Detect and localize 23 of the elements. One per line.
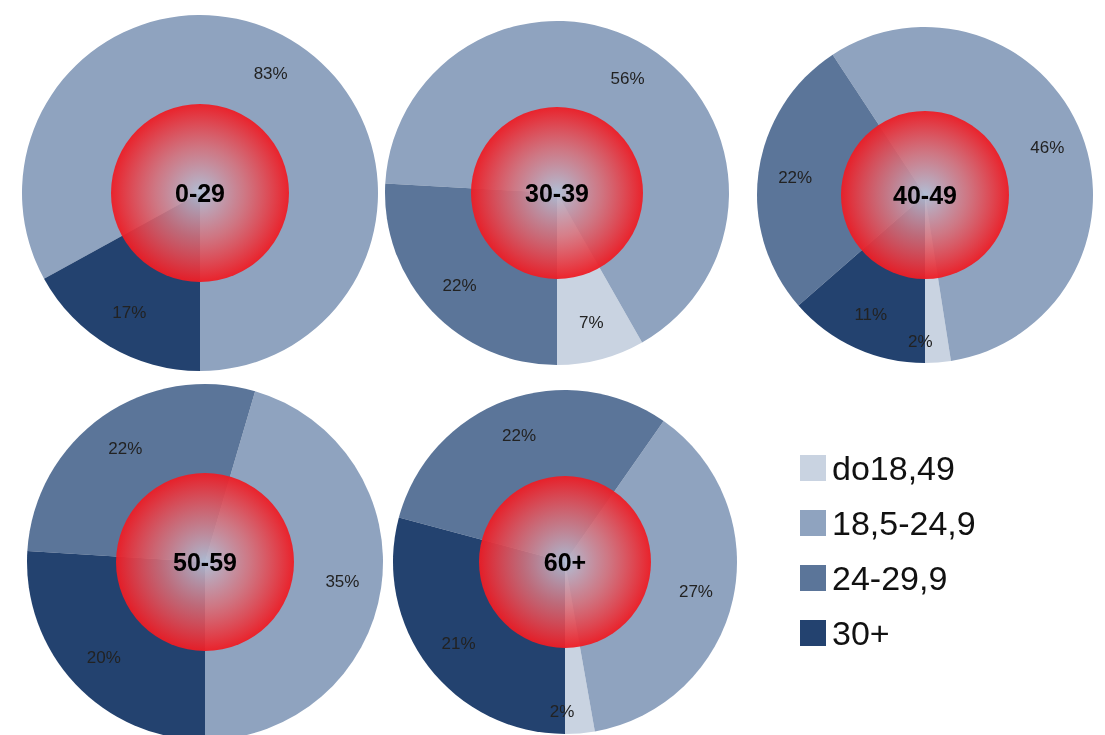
data-label: 27%	[678, 581, 713, 601]
data-label: 17%	[112, 303, 147, 323]
data-label: 7%	[579, 313, 604, 333]
data-label: 22%	[778, 167, 813, 187]
data-label: 20%	[86, 647, 121, 667]
data-label: 46%	[1030, 138, 1065, 158]
data-label: 22%	[108, 438, 143, 458]
text: 60+	[543, 548, 587, 576]
data-label: 11%	[854, 304, 888, 324]
data-label: 56%	[610, 69, 645, 89]
legend-label: do18,49	[832, 449, 955, 487]
data-label: 35%	[325, 572, 360, 592]
legend-label: 18,5-24,9	[832, 504, 976, 542]
data-label: 21%	[441, 634, 476, 654]
text: 40-49	[893, 181, 957, 209]
legend-label: 24-29,9	[832, 559, 948, 597]
data-label: 22%	[442, 275, 477, 295]
text: 0-29	[174, 179, 226, 207]
text: 30-39	[525, 179, 589, 207]
data-label: 83%	[253, 63, 288, 83]
legend-label: 30+	[832, 614, 890, 652]
data-label: 22%	[502, 426, 537, 446]
text: 50-59	[173, 548, 237, 576]
